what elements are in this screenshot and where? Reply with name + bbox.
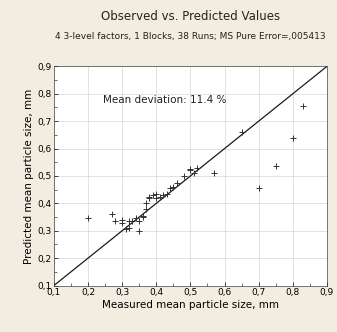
Point <box>167 186 173 191</box>
Point <box>136 228 142 233</box>
Point <box>147 195 152 201</box>
Point <box>212 171 217 176</box>
Point <box>126 225 132 231</box>
Point <box>164 191 169 197</box>
Point <box>143 201 149 206</box>
Point <box>300 104 306 109</box>
Point <box>147 194 152 199</box>
Point <box>188 166 193 172</box>
Point <box>143 206 149 211</box>
Point <box>256 186 262 191</box>
Point <box>160 193 166 198</box>
Point <box>194 165 200 170</box>
Point <box>119 220 125 225</box>
Point <box>154 195 159 201</box>
Text: Observed vs. Predicted Values: Observed vs. Predicted Values <box>101 10 280 23</box>
Point <box>140 214 145 220</box>
Y-axis label: Predicted mean particle size, mm: Predicted mean particle size, mm <box>24 88 34 264</box>
Text: 4 3-level factors, 1 Blocks, 38 Runs; MS Pure Error=,005413: 4 3-level factors, 1 Blocks, 38 Runs; MS… <box>55 32 326 41</box>
Text: Mean deviation: 11.4 %: Mean deviation: 11.4 % <box>103 95 226 105</box>
Point <box>290 135 296 140</box>
Point <box>133 216 139 221</box>
Point <box>181 173 186 179</box>
Point <box>109 212 115 217</box>
Point <box>157 194 162 199</box>
Point <box>239 129 244 135</box>
Point <box>174 180 180 186</box>
Point <box>150 193 156 198</box>
Point <box>154 191 159 197</box>
Point <box>119 217 125 222</box>
Point <box>130 218 135 224</box>
Point <box>188 168 193 173</box>
Point <box>273 164 278 169</box>
X-axis label: Measured mean particle size, mm: Measured mean particle size, mm <box>102 300 279 310</box>
Point <box>136 218 142 224</box>
Point <box>123 227 128 232</box>
Point <box>171 184 176 190</box>
Point <box>113 218 118 224</box>
Point <box>140 213 145 218</box>
Point <box>191 171 196 176</box>
Point <box>126 218 132 224</box>
Point <box>85 216 91 221</box>
